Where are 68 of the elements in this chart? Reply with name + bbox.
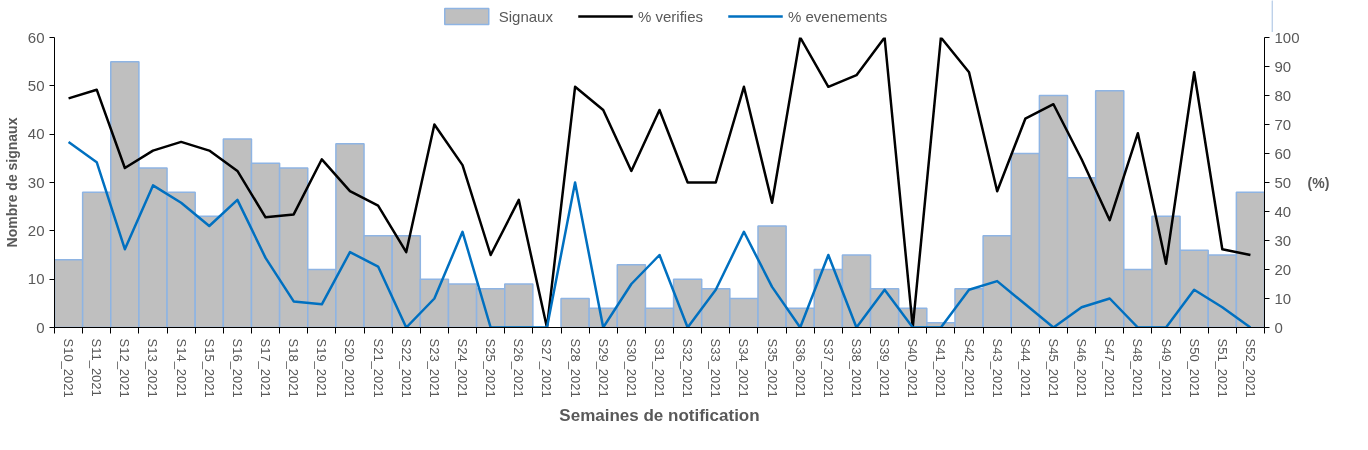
x-axis-title: Semaines de notification (559, 405, 760, 425)
y-axis-title: Nombre de signaux (3, 117, 20, 248)
y-tick-label: 10 (27, 270, 45, 288)
y2-tick-label: 70 (1274, 115, 1292, 133)
y2-tick-label: 10 (1274, 289, 1292, 307)
line-series (67, 140, 1252, 328)
x-tick-label: S34_2021 (736, 338, 752, 398)
x-tick-label: S25_2021 (483, 338, 499, 398)
x-tick-label: S44_2021 (1017, 338, 1033, 398)
y2-tick-label: 80 (1274, 86, 1292, 104)
y2-tick-label: 100 (1274, 28, 1300, 46)
x-tick-label: S29_2021 (595, 338, 611, 398)
x-tick-label: S37_2021 (820, 338, 836, 398)
y2-tick-label: 0 (1274, 318, 1283, 336)
y-tick-label: 50 (27, 76, 45, 94)
x-tick-label: S10_2021 (61, 338, 77, 398)
x-tick-label: S50_2021 (1186, 338, 1202, 398)
x-tick-label: S17_2021 (258, 338, 274, 398)
legend-label: Signaux (498, 7, 553, 25)
x-tick-label: S18_2021 (286, 338, 302, 398)
x-tick-label: S41_2021 (933, 338, 949, 398)
x-tick-label: S26_2021 (511, 338, 527, 398)
x-tick-label: S21_2021 (370, 338, 386, 398)
x-tick-label: S39_2021 (877, 338, 893, 398)
x-tick-label: S22_2021 (398, 338, 414, 398)
x-tick-label: S46_2021 (1074, 338, 1090, 398)
y2-tick-label: 90 (1274, 57, 1292, 75)
legend-label: % evenements (788, 7, 888, 25)
legend-label: % verifies (637, 7, 704, 25)
x-tick-label: S13_2021 (145, 338, 161, 398)
y2-tick-label: 30 (1274, 231, 1292, 249)
y-tick-label: 20 (27, 221, 45, 239)
y2-axis-title: (%) (1307, 174, 1330, 191)
x-tick-label: S38_2021 (848, 338, 864, 398)
x-tick-label: S15_2021 (201, 338, 217, 398)
x-tick-label: S49_2021 (1158, 338, 1174, 398)
x-tick-label: S27_2021 (539, 338, 555, 398)
x-tick-label: S20_2021 (342, 338, 358, 398)
x-tick-label: S23_2021 (426, 338, 442, 398)
x-tick-label: S40_2021 (905, 338, 921, 398)
x-tick-label: S31_2021 (652, 338, 667, 398)
x-tick-label: S42_2021 (961, 338, 977, 398)
x-tick-label: S36_2021 (792, 338, 808, 398)
x-tick-label: S14_2021 (173, 338, 189, 398)
y2-tick-label: 20 (1274, 260, 1292, 278)
y-tick-label: 60 (27, 28, 45, 46)
x-tick-label: S30_2021 (623, 338, 639, 398)
y2-tick-label: 50 (1274, 173, 1292, 191)
y2-tick-label: 40 (1274, 202, 1292, 220)
x-tick-label: S32_2021 (680, 338, 696, 398)
x-tick-label: S43_2021 (989, 338, 1005, 398)
x-tick-label: S52_2021 (1242, 338, 1258, 398)
x-tick-label: S33_2021 (708, 338, 724, 398)
x-tick-label: S24_2021 (455, 338, 471, 398)
y-tick-label: 40 (27, 125, 45, 143)
x-tick-label: S16_2021 (229, 338, 245, 398)
y-tick-label: 30 (27, 173, 45, 191)
x-tick-label: S28_2021 (567, 338, 583, 398)
x-tick-label: S51_2021 (1214, 338, 1230, 398)
y2-tick-label: 60 (1274, 144, 1292, 162)
y-tick-label: 0 (36, 318, 45, 336)
x-tick-label: S48_2021 (1130, 338, 1146, 398)
x-tick-label: S11_2021 (89, 338, 105, 397)
x-tick-label: S47_2021 (1102, 338, 1118, 398)
x-tick-label: S12_2021 (117, 338, 133, 398)
x-tick-label: S19_2021 (314, 338, 330, 398)
x-tick-label: S45_2021 (1045, 338, 1061, 398)
x-tick-label: S35_2021 (764, 338, 780, 398)
